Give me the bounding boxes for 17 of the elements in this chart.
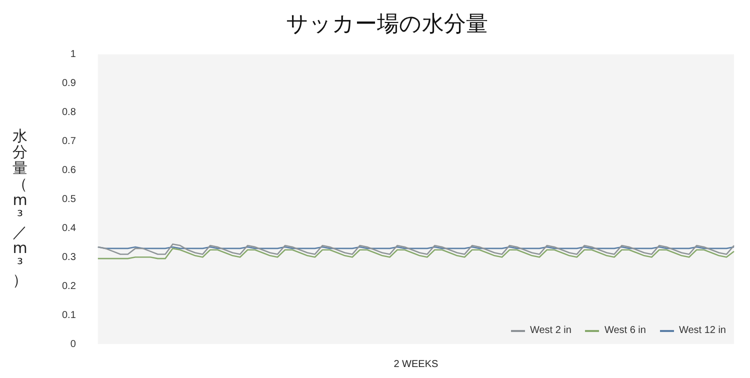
y-tick-label: 0.7: [62, 136, 76, 148]
chart-title: サッカー場の水分量: [286, 12, 488, 37]
y-tick-label: 0.4: [62, 222, 76, 234]
y-tick-label: 0.5: [62, 194, 76, 205]
y-tick-label: 0.1: [62, 310, 76, 321]
y-tick-label: 0.8: [62, 107, 76, 118]
legend-label: West 2 in: [530, 325, 572, 336]
y-tick-label: 0.6: [62, 164, 76, 176]
y-tick-label: 0.9: [62, 78, 76, 90]
x-axis-title: 2 WEEKS: [394, 358, 439, 370]
legend-label: West 6 in: [604, 325, 646, 336]
y-tick-label: 0.2: [62, 280, 76, 292]
y-tick-label: 0.3: [62, 252, 76, 263]
legend-label: West 12 in: [678, 325, 726, 336]
text: 水分量（m³／m³）: [12, 127, 28, 289]
y-tick-label: 1: [70, 49, 76, 60]
y-tick-label: 0: [70, 338, 76, 350]
